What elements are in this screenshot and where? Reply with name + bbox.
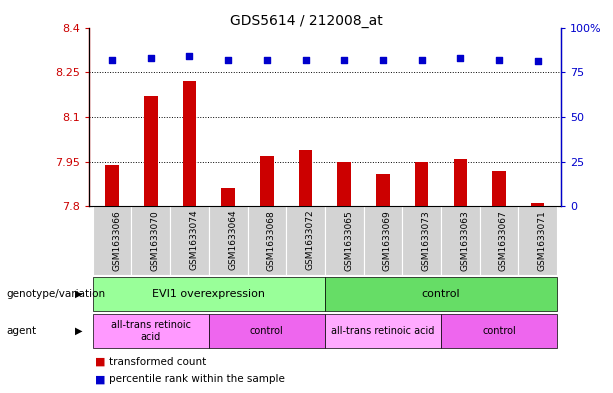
Text: ■: ■	[95, 374, 105, 384]
Text: genotype/variation: genotype/variation	[6, 289, 105, 299]
Text: control: control	[482, 326, 516, 336]
Text: GDS5614 / 212008_at: GDS5614 / 212008_at	[230, 14, 383, 28]
Bar	[209, 206, 248, 275]
Bar	[105, 165, 119, 206]
Point	[262, 57, 272, 63]
Text: transformed count: transformed count	[109, 356, 206, 367]
Bar	[131, 206, 170, 275]
Bar	[144, 96, 158, 206]
Point	[300, 57, 310, 63]
Bar	[299, 150, 312, 206]
Bar	[248, 206, 286, 275]
Bar	[325, 314, 441, 348]
Text: GSM1633074: GSM1633074	[189, 210, 199, 270]
Bar	[325, 206, 364, 275]
Bar	[415, 162, 428, 206]
Point	[223, 57, 233, 63]
Bar	[338, 162, 351, 206]
Text: ■: ■	[95, 356, 105, 367]
Text: ▶: ▶	[75, 289, 83, 299]
Text: GSM1633063: GSM1633063	[460, 210, 470, 270]
Bar	[183, 81, 196, 206]
Bar	[209, 314, 325, 348]
Point	[340, 57, 349, 63]
Bar	[170, 206, 209, 275]
Bar	[376, 174, 390, 206]
Bar	[93, 206, 131, 275]
Point	[417, 57, 427, 63]
Text: EVI1 overexpression: EVI1 overexpression	[152, 289, 265, 299]
Bar	[441, 314, 557, 348]
Point	[146, 55, 156, 61]
Point	[107, 57, 117, 63]
Bar	[519, 206, 557, 275]
Text: GSM1633065: GSM1633065	[345, 210, 353, 270]
Point	[533, 58, 543, 64]
Bar	[325, 277, 557, 310]
Bar	[93, 277, 325, 310]
Bar	[93, 314, 209, 348]
Text: all-trans retinoic acid: all-trans retinoic acid	[331, 326, 435, 336]
Text: GSM1633071: GSM1633071	[538, 210, 547, 270]
Bar	[479, 206, 519, 275]
Bar	[531, 203, 544, 206]
Bar	[441, 206, 479, 275]
Bar	[402, 206, 441, 275]
Text: control: control	[250, 326, 284, 336]
Text: ▶: ▶	[75, 326, 83, 336]
Point	[185, 53, 194, 59]
Text: GSM1633067: GSM1633067	[499, 210, 508, 270]
Text: GSM1633064: GSM1633064	[228, 210, 237, 270]
Text: control: control	[422, 289, 460, 299]
Bar	[260, 156, 273, 206]
Text: GSM1633070: GSM1633070	[151, 210, 160, 270]
Bar	[492, 171, 506, 206]
Text: GSM1633069: GSM1633069	[383, 210, 392, 270]
Bar	[286, 206, 325, 275]
Text: all-trans retinoic
acid: all-trans retinoic acid	[111, 320, 191, 342]
Text: GSM1633068: GSM1633068	[267, 210, 276, 270]
Text: GSM1633072: GSM1633072	[305, 210, 314, 270]
Point	[455, 55, 465, 61]
Point	[378, 57, 388, 63]
Text: GSM1633073: GSM1633073	[422, 210, 430, 270]
Text: GSM1633066: GSM1633066	[112, 210, 121, 270]
Bar	[454, 159, 467, 206]
Bar	[364, 206, 402, 275]
Text: agent: agent	[6, 326, 36, 336]
Text: percentile rank within the sample: percentile rank within the sample	[109, 374, 284, 384]
Point	[494, 57, 504, 63]
Bar	[221, 188, 235, 206]
